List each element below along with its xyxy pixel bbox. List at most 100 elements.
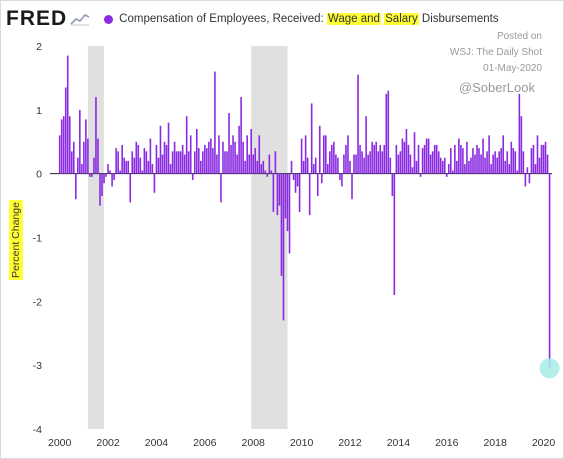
bar: [385, 93, 388, 174]
bar: [314, 157, 317, 174]
bar: [345, 144, 347, 174]
bar: [87, 138, 89, 174]
bar: [165, 144, 168, 174]
legend-marker: [104, 14, 114, 24]
bar: [300, 138, 303, 174]
bar: [302, 160, 305, 174]
bar: [435, 144, 438, 174]
bar: [447, 164, 450, 174]
bar: [137, 144, 140, 174]
bar: [70, 151, 73, 174]
x-tick-label: 2010: [290, 437, 314, 449]
bar: [151, 164, 154, 174]
bar: [97, 138, 99, 174]
bar: [462, 148, 464, 174]
bar: [240, 97, 242, 174]
bar: [238, 125, 240, 174]
bar: [518, 93, 521, 174]
bar: [260, 164, 263, 174]
x-tick-label: 2020: [532, 437, 556, 449]
bar: [115, 148, 117, 174]
bar: [66, 55, 69, 174]
fred-logo[interactable]: FRED: [6, 7, 68, 30]
y-tick-label: -2: [33, 296, 42, 308]
bar: [363, 157, 365, 174]
bar: [454, 144, 456, 174]
bar: [123, 157, 125, 174]
bar: [377, 151, 380, 174]
bar: [341, 173, 343, 187]
bar: [337, 157, 339, 174]
bar: [278, 173, 281, 206]
annotation-line-2: WSJ: The Daily Shot: [449, 47, 542, 58]
bar: [466, 141, 468, 174]
bar: [226, 151, 228, 174]
bar: [298, 173, 301, 212]
bar: [389, 157, 392, 174]
bar: [413, 132, 416, 174]
bar: [306, 157, 309, 174]
bar: [351, 173, 353, 200]
bar: [544, 141, 547, 174]
highlight-circle: [539, 358, 560, 379]
bar: [393, 173, 396, 295]
bar: [145, 151, 148, 174]
bar: [433, 144, 436, 174]
bar: [524, 173, 527, 187]
bar: [193, 151, 196, 174]
bar: [510, 141, 513, 174]
bar: [210, 138, 212, 174]
bar: [169, 164, 172, 174]
author-handle: @SoberLook: [458, 80, 535, 95]
bar: [468, 160, 470, 174]
bar: [373, 144, 375, 174]
bar: [492, 154, 494, 174]
bar: [218, 135, 220, 174]
bar: [72, 141, 75, 174]
bar: [445, 173, 448, 177]
bar: [437, 151, 440, 174]
recession-band-1: [87, 46, 104, 429]
bar: [107, 164, 109, 174]
bar: [232, 135, 234, 174]
x-tick-label: 2012: [338, 437, 362, 449]
bar-series: [58, 55, 551, 369]
bar: [546, 154, 549, 174]
bar: [258, 135, 261, 174]
bar: [163, 141, 166, 174]
bar: [153, 173, 156, 193]
bar: [143, 148, 146, 174]
bar: [266, 173, 269, 177]
bar: [304, 135, 307, 174]
bar: [200, 160, 202, 174]
y-tick-label: -1: [33, 233, 42, 245]
line-chart-icon: [70, 14, 90, 26]
bar: [415, 160, 418, 174]
bar: [220, 173, 222, 203]
title-highlight-wage: Wage and: [326, 13, 381, 25]
bar: [431, 151, 434, 174]
bar: [383, 144, 386, 174]
bar: [228, 113, 230, 174]
bar: [224, 151, 226, 174]
bar: [254, 148, 257, 174]
bar: [417, 144, 420, 174]
bar: [294, 173, 297, 193]
bar: [530, 148, 533, 174]
bar: [177, 151, 180, 174]
x-tick-label: 2000: [48, 437, 72, 449]
bar: [339, 173, 341, 181]
bar: [135, 141, 138, 174]
bar: [105, 173, 107, 177]
bar: [490, 164, 492, 174]
bar: [75, 173, 77, 200]
bar: [68, 116, 71, 174]
bar: [441, 160, 444, 174]
highlight-layer: [539, 358, 560, 379]
bar: [496, 157, 498, 174]
bar: [197, 148, 200, 174]
bar: [312, 164, 315, 174]
bar: [113, 173, 115, 181]
bar: [83, 141, 85, 174]
bar: [250, 128, 253, 174]
